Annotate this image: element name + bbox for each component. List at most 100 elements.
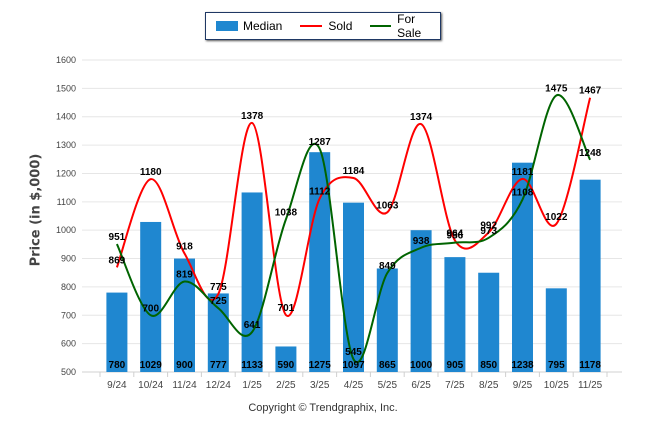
y-tick-label: 1300: [56, 140, 76, 150]
y-tick-label: 800: [61, 282, 76, 292]
sold-data-label: 869: [109, 255, 126, 266]
for-sale-data-label: 973: [480, 226, 497, 237]
for-sale-swatch: [370, 25, 392, 27]
x-tick-label: 5/25: [378, 380, 398, 391]
x-tick-label: 12/24: [206, 380, 231, 391]
for-sale-line: [115, 94, 591, 364]
x-tick-label: 7/25: [445, 380, 465, 391]
median-data-label: 1178: [579, 360, 601, 371]
for-sale-data-label: 700: [142, 303, 159, 314]
legend-item-sold[interactable]: Sold: [292, 19, 352, 33]
median-data-label: 1275: [309, 360, 332, 371]
y-tick-label: 600: [61, 339, 76, 349]
median-bar: [579, 179, 601, 372]
y-tick-label: 1600: [56, 55, 76, 65]
sold-data-label: 964: [447, 228, 464, 239]
x-tick-label: 4/25: [344, 380, 364, 391]
x-tick-label: 9/25: [513, 380, 533, 391]
x-tick-label: 2/25: [276, 380, 296, 391]
median-bar: [343, 202, 364, 372]
median-bar: [309, 152, 331, 372]
median-bar: [241, 192, 263, 372]
x-tick-label: 1/25: [242, 380, 262, 391]
x-axis: 9/24 10/24 11/24 12/24 1/25 2/25 3/25 4/25 5/25 6…: [82, 371, 622, 391]
sold-data-label: 1112: [309, 186, 331, 197]
legend: Median Sold For Sale: [205, 12, 441, 40]
median-bar: [376, 268, 398, 372]
legend-label-for-sale: For Sale: [397, 12, 422, 40]
for-sale-data-label: 819: [176, 270, 193, 281]
for-sale-data-label: 725: [210, 296, 227, 307]
for-sale-data-label: 849: [379, 261, 396, 272]
median-bar: [545, 288, 567, 372]
sold-data-label: 992: [480, 220, 497, 231]
x-tick-label: 8/25: [479, 380, 499, 391]
for-sale-data-label: 938: [413, 236, 430, 247]
for-sale-data-label: 1108: [512, 188, 534, 199]
sold-data-label: 775: [210, 282, 227, 293]
y-axis-ticks: 500 600 700 800 900 1000 1100 1200 1300 1400 1500 1…: [56, 55, 76, 377]
for-sale-data-label: 1287: [309, 137, 332, 148]
for-sale-data-label: 1248: [579, 148, 602, 159]
median-data-label: 905: [447, 360, 464, 371]
for-sale-data-label: 1038: [275, 207, 298, 218]
sold-swatch: [300, 25, 323, 27]
sold-data-label: 1374: [410, 112, 433, 123]
sold-data-label: 1022: [545, 212, 568, 223]
median-data-label: 1238: [511, 360, 534, 371]
y-tick-label: 700: [61, 310, 76, 320]
for-sale-data-label: 641: [244, 320, 261, 331]
for-sale-data-label: 545: [345, 347, 362, 358]
median-data-label: 1133: [241, 360, 263, 371]
x-tick-label: 11/24: [172, 380, 197, 391]
sold-data-label: 1063: [376, 200, 399, 211]
median-bar: [140, 221, 162, 372]
median-data-label: 795: [548, 360, 565, 371]
x-tick-label: 3/25: [310, 380, 330, 391]
sold-line: [115, 97, 592, 317]
median-bar: [512, 162, 533, 372]
series-lines: [115, 94, 592, 364]
median-bar: [106, 292, 128, 372]
x-tick-label: 9/24: [107, 380, 127, 391]
median-data-label: 850: [480, 360, 497, 371]
sold-data-label: 1180: [140, 167, 162, 178]
legend-label-median: Median: [243, 19, 283, 33]
y-tick-label: 1000: [56, 225, 76, 235]
for-sale-data-label: 956: [447, 231, 464, 242]
y-tick-label: 1200: [56, 168, 76, 178]
x-tick-label: 11/25: [578, 380, 603, 391]
y-tick-label: 500: [61, 367, 76, 377]
y-tick-label: 1500: [56, 83, 76, 93]
for-sale-data-label: 1475: [545, 83, 568, 94]
legend-label-sold: Sold: [328, 19, 353, 33]
for-sale-data-label: 951: [109, 232, 126, 243]
median-data-label: 1097: [342, 360, 365, 371]
x-tick-label: 10/25: [544, 380, 569, 391]
median-data-label: 780: [109, 360, 126, 371]
sold-data-label: 1378: [241, 111, 264, 122]
x-tick-label: 6/25: [411, 380, 431, 391]
median-data-label: 865: [379, 360, 396, 371]
median-bar: [174, 258, 195, 372]
median-bars: [106, 152, 601, 372]
copyright: Copyright © Trendgraphix, Inc.: [248, 402, 398, 414]
median-data-label: 1029: [140, 360, 163, 371]
legend-item-for-sale[interactable]: For Sale: [362, 12, 440, 40]
y-tick-label: 900: [61, 254, 76, 264]
median-swatch: [216, 21, 238, 31]
data-labels: 780 1029 900 777 1133 590 1275 1097 865 1000 905 85…: [109, 83, 602, 371]
sold-data-label: 1184: [343, 166, 365, 177]
median-bar: [444, 257, 466, 372]
median-bar: [478, 272, 500, 372]
legend-item-median[interactable]: Median: [216, 19, 282, 33]
median-data-label: 590: [278, 360, 295, 371]
median-data-label: 777: [210, 360, 227, 371]
median-bar: [275, 346, 297, 372]
sold-data-label: 1181: [512, 167, 534, 178]
median-data-label: 1000: [410, 360, 433, 371]
sold-data-label: 1467: [579, 86, 602, 97]
y-tick-label: 1100: [57, 197, 76, 207]
sold-data-label: 918: [176, 241, 193, 252]
